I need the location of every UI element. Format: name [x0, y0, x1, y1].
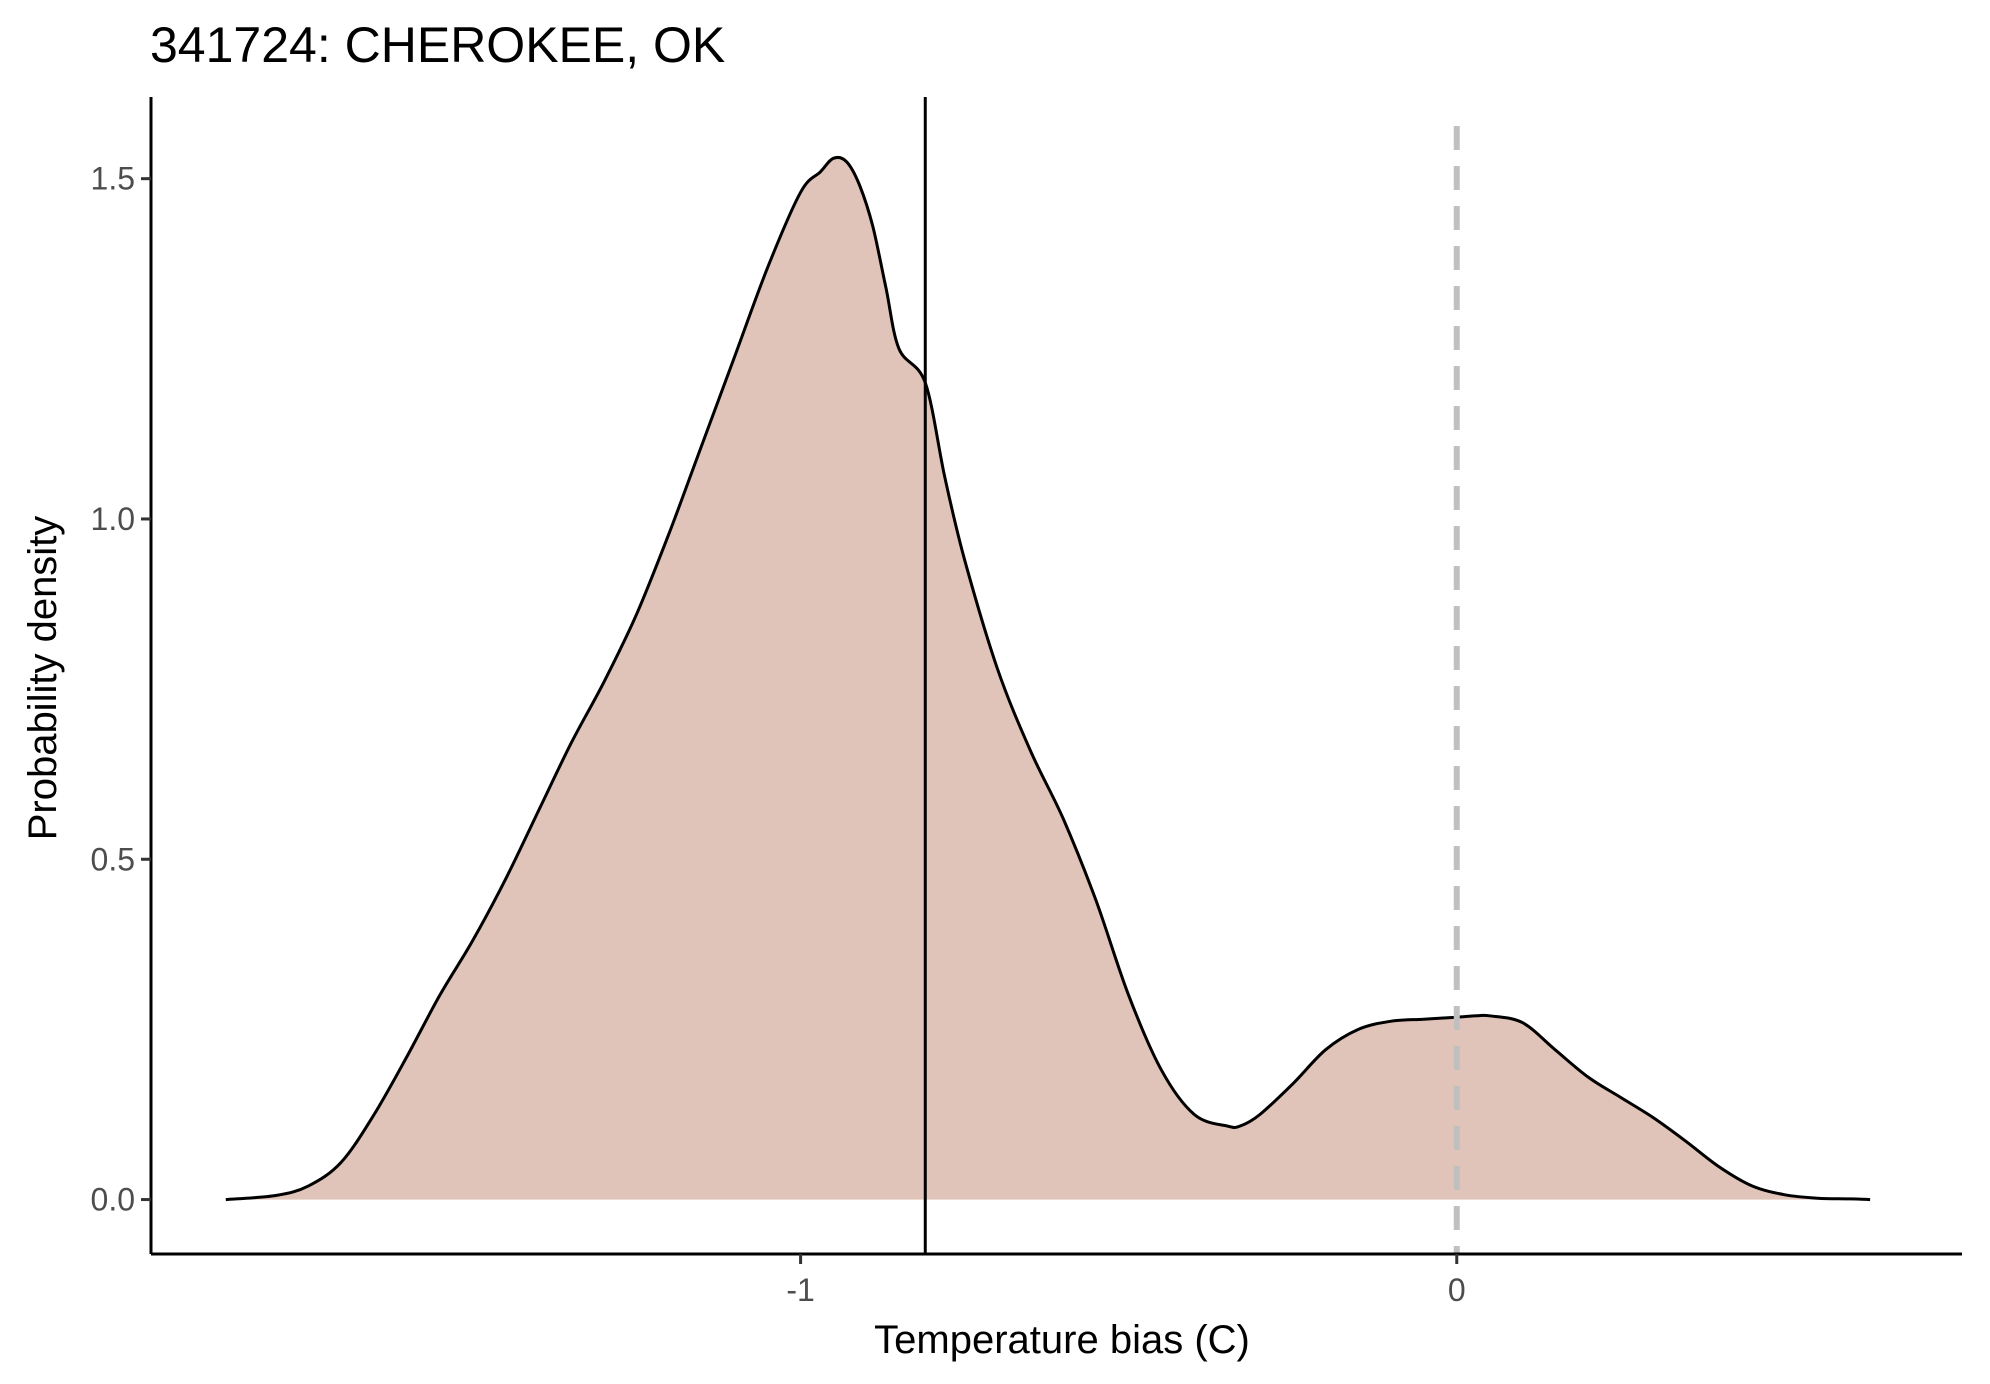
y-tick-label: 0.5 — [91, 841, 135, 877]
y-tick-label: 1.5 — [91, 161, 135, 197]
x-tick-label: -1 — [786, 1272, 814, 1308]
chart-title: 341724: CHEROKEE, OK — [150, 17, 725, 73]
y-tick-label: 1.0 — [91, 501, 135, 537]
density-curve — [225, 155, 1871, 1202]
y-tick-label: 0.0 — [91, 1182, 135, 1218]
y-axis-title: Probability density — [21, 516, 65, 841]
x-axis-title: Temperature bias (C) — [874, 1318, 1250, 1362]
density-area — [225, 157, 1871, 1200]
x-tick-label: 0 — [1448, 1272, 1466, 1308]
plot-area: 0.0 0.5 1.0 1.5 -1 0 — [91, 97, 1962, 1308]
